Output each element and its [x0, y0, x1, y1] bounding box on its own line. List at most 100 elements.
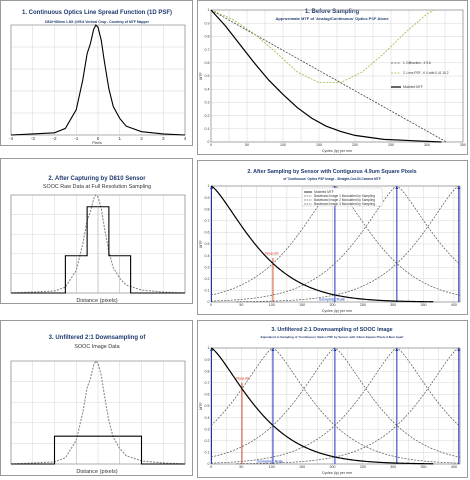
legend-box: [301, 187, 383, 207]
y-tick-label: 0.9: [205, 21, 210, 25]
mtf-series: [210, 9, 447, 143]
y-tick-label: 0.1: [205, 451, 210, 455]
y-tick-label: 1: [208, 346, 210, 350]
nyquist-label: Nyquist: [265, 250, 279, 255]
y-tick-label: 0.3: [205, 265, 210, 269]
replica-curve: [210, 347, 461, 464]
sampled-chart: 2. After Capturing by D810 Sensor SOOC Ra…: [10, 176, 186, 304]
plot-area: [10, 360, 186, 465]
x-tick-label: 250: [360, 303, 366, 307]
y-tick-label: 0.8: [205, 35, 210, 39]
replica-curve: [236, 185, 461, 303]
x-tick-label: 1: [118, 136, 121, 141]
x-tick-label: 3: [162, 136, 165, 141]
y-tick-label: 0.5: [205, 74, 210, 78]
y-axis-label: MTF: [199, 402, 203, 410]
y-tick-label: 0: [208, 140, 210, 144]
x-tick-label: 200: [352, 143, 358, 147]
x-tick-label: 350: [460, 143, 466, 147]
sampling-rate-label: Sampling Rate: [257, 458, 284, 463]
legend-label: Modeled MTF: [403, 85, 423, 89]
x-tick-label: 100: [269, 465, 275, 469]
x-tick-label: 100: [280, 143, 286, 147]
y-tick-label: 0.8: [205, 369, 210, 373]
y-tick-label: 0.2: [205, 114, 210, 118]
impulse-arrow: [457, 348, 461, 351]
y-tick-label: 0.9: [205, 196, 210, 200]
impulse-arrow: [333, 348, 337, 351]
y-tick-label: 0.4: [205, 87, 210, 91]
x-tick-label: 300: [390, 303, 396, 307]
x-tick-label: 50: [239, 303, 243, 307]
y-tick-label: 0.1: [205, 127, 210, 131]
legend-label: Baseband Image 3 Modulated by Sampling: [314, 202, 375, 206]
x-tick-label: 400: [451, 303, 457, 307]
y-tick-label: 0.9: [205, 358, 210, 362]
before-panel: 1. Before Sampling Approximate MTF of 'An…: [197, 0, 468, 155]
chart-title: 3. Unfiltered 2:1 Downsampling of: [49, 335, 147, 341]
impulse-arrow: [210, 348, 213, 351]
y-axis-label: MTF: [199, 240, 203, 248]
x-tick-label: 300: [390, 465, 396, 469]
y-tick-label: 0.7: [205, 219, 210, 223]
modeled-mtf-curve: [210, 185, 434, 303]
y-tick-label: 1: [208, 184, 210, 188]
x-tick-label: -1: [74, 136, 79, 141]
y-tick-label: 0.6: [205, 393, 210, 397]
x-tick-label: 4: [184, 136, 187, 141]
x-tick-label: 250: [388, 143, 394, 147]
chart-subtitle: D810+85mm 1.8G @f/5.6 Vertical Crop - Co…: [45, 20, 150, 24]
psf-curve: [10, 24, 186, 136]
x-tick-label: 150: [299, 465, 305, 469]
replica-curve: [236, 347, 461, 465]
mtf-series: [210, 9, 442, 143]
contig-chart: 2. After Sampling by Sensor with Contigu…: [199, 169, 461, 313]
step-series: [11, 435, 185, 465]
y-tick-label: 0: [208, 300, 210, 304]
mtf-series: [210, 9, 435, 83]
impulse-arrow: [271, 348, 275, 351]
x-tick-label: -4: [9, 136, 14, 141]
x-tick-label: 200: [329, 465, 335, 469]
x-tick-label: 50: [245, 143, 249, 147]
y-axis-label: MTF: [199, 72, 203, 80]
y-tick-label: 0.4: [205, 254, 210, 258]
replica-curve: [210, 185, 461, 302]
chart-subtitle: Approximate MTF of 'Analog/Continuous' O…: [275, 16, 389, 21]
plot-area: [210, 9, 464, 143]
x-tick-label: 2: [140, 136, 143, 141]
psf-dashed-curve: [10, 194, 186, 294]
y-tick-label: 0.6: [205, 231, 210, 235]
replica-curve: [210, 347, 461, 458]
x-tick-label: 350: [421, 303, 427, 307]
replica-curve: [210, 347, 461, 464]
x-tick-label: 200: [329, 303, 335, 307]
x-tick-label: 150: [299, 303, 305, 307]
y-tick-label: 1: [208, 8, 210, 12]
y-tick-label: 0.2: [205, 439, 210, 443]
legend-label: Modeled MTF: [314, 190, 334, 194]
y-tick-label: 0.3: [205, 101, 210, 105]
y-tick-label: 0.7: [205, 381, 210, 385]
chart-subtitle: SOOC Image Data: [74, 344, 119, 350]
legend-label: 2. Lens PSF - f/ 4 with 0.41 10.2: [403, 71, 449, 75]
downsampled-chart: 3. Unfiltered 2:1 Downsampling of SOOC Im…: [10, 335, 186, 475]
chart-title: 3. Unfiltered 2:1 Downsampling of SOOC I…: [271, 327, 392, 333]
sampled-panel: 2. After Capturing by D810 Sensor SOOC Ra…: [0, 158, 193, 304]
x-tick-label: -3: [31, 136, 36, 141]
impulse-arrow: [395, 186, 399, 189]
down21-panel: 3. Unfiltered 2:1 Downsampling of SOOC I…: [197, 320, 468, 478]
psf-dashed-curve: [10, 360, 186, 465]
impulse-arrow: [210, 186, 213, 189]
y-tick-label: 0.1: [205, 289, 210, 293]
x-tick-label: 0: [97, 136, 100, 141]
x-axis-label: Distance (pixels): [76, 298, 117, 304]
y-tick-label: 0.3: [205, 427, 210, 431]
down21-chart: 3. Unfiltered 2:1 Downsampling of SOOC I…: [199, 327, 461, 475]
chart-subtitle: of 'Continuous' Optics PSF Image - Strai…: [283, 177, 380, 181]
legend-label: 1. Diffraction - f/ 5.6: [403, 61, 431, 65]
y-tick-label: 0.2: [205, 277, 210, 281]
step-series: [11, 206, 185, 294]
y-tick-label: 0.8: [205, 207, 210, 211]
